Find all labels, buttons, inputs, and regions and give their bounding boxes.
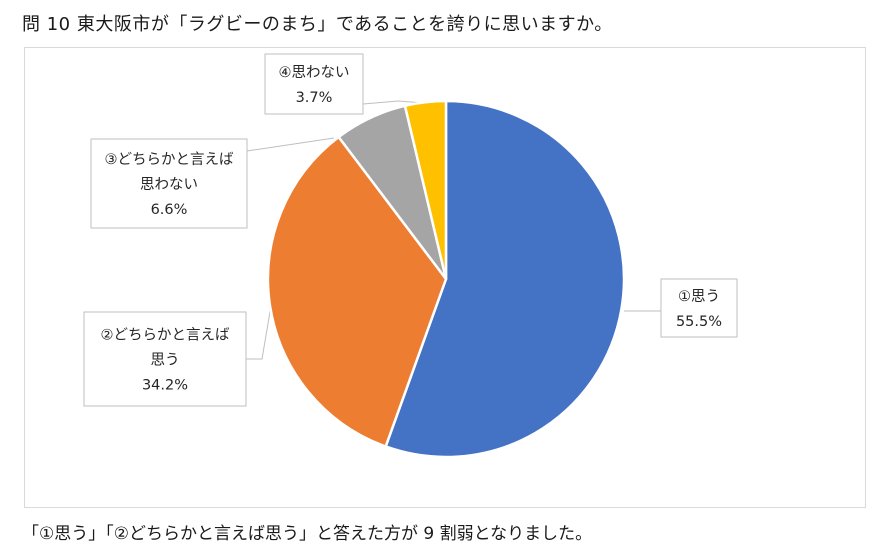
pie-slice-1 [384,99,626,459]
data-callout-4: ④思わない 3.7% [264,53,364,115]
leader-line-2 [246,299,273,360]
slice-value-label-4: 3.7% [296,90,333,106]
leader-line-3 [246,137,335,152]
slice-category-label-2-1: ②どちらかと言えば [101,327,230,344]
pie-slice-2 [266,135,448,448]
callout-box-3 [90,138,248,229]
slice-value-label-1: 55.5% [676,314,722,330]
callout-box-4 [264,53,364,115]
slice-category-label-3-1: ③どちらかと言えば [105,151,234,168]
summary-text: 「①思う」「②どちらかと言えば思う」と答えた方が 9 割弱となりました。 [22,524,593,544]
slice-value-label-3: 6.6% [151,202,188,218]
leader-lines [246,100,661,360]
pie-slice-4 [403,99,448,281]
question-title: 問 10 東大阪市が「ラグビーのまち」であることを誇りに思いますか。 [22,14,613,35]
chart-frame [24,47,866,508]
data-callout-1: ①思う 55.5% [660,278,738,338]
data-callout-2: ②どちらかと言えば思う 34.2% [83,311,247,407]
callout-box-1 [660,278,738,338]
slice-category-label-1-1: ①思う [678,289,720,305]
callout-box-2 [83,311,247,407]
pie-slices [266,99,626,459]
slice-value-label-2: 34.2% [142,378,188,394]
slice-category-label-4-1: ④思わない [279,64,350,81]
slice-category-label-2-2: 思う [151,353,180,369]
slice-category-label-3-2: 思わない [140,176,198,193]
leader-line-4 [362,100,425,105]
